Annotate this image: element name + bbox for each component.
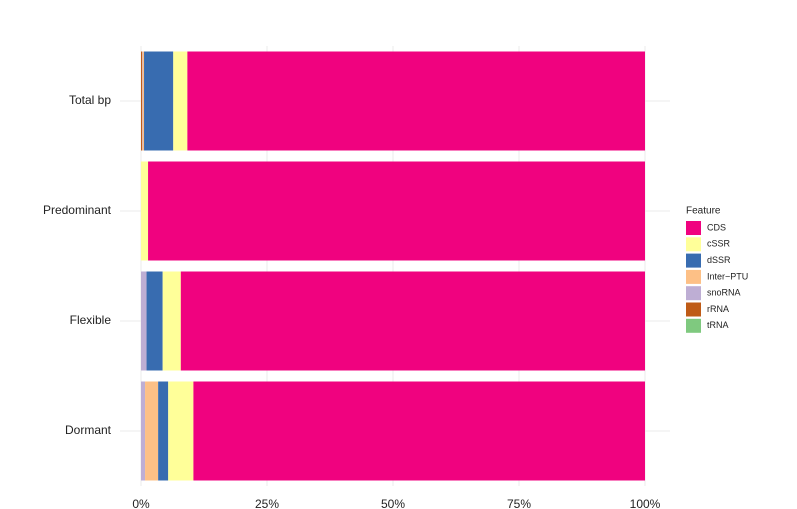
bar-segment bbox=[141, 51, 143, 151]
bar-segment bbox=[187, 51, 646, 151]
legend-label: tRNA bbox=[707, 320, 729, 330]
legend-swatch bbox=[686, 237, 701, 252]
legend-swatch bbox=[686, 269, 701, 284]
legend-swatch bbox=[686, 253, 701, 268]
bar-segment bbox=[180, 271, 646, 371]
legend-swatch bbox=[686, 286, 701, 301]
legend-swatch bbox=[686, 221, 701, 235]
bar-segment bbox=[141, 381, 146, 481]
bar-segment bbox=[173, 51, 188, 151]
bar-segment bbox=[148, 161, 645, 261]
bar-segment bbox=[162, 271, 181, 371]
legend-label: cSSR bbox=[707, 239, 731, 249]
y-tick-label: Flexible bbox=[70, 313, 112, 327]
y-tick-label: Dormant bbox=[65, 423, 112, 437]
x-tick-label: 0% bbox=[132, 497, 150, 509]
legend: CDS cSSR dSSR Inter−PTU snoRNA rRNA tRNA bbox=[686, 221, 748, 333]
legend-swatch bbox=[686, 302, 701, 317]
bar-segment bbox=[168, 381, 194, 481]
bar-segment bbox=[158, 381, 169, 481]
x-tick-label: 25% bbox=[255, 497, 279, 509]
bar-segment bbox=[141, 161, 149, 261]
bar-segment bbox=[142, 51, 143, 151]
y-tick-label: Total bp bbox=[69, 93, 111, 107]
bar-segment bbox=[145, 381, 159, 481]
x-tick-label: 100% bbox=[630, 497, 661, 509]
legend-label: rRNA bbox=[707, 304, 729, 314]
legend-label: CDS bbox=[707, 222, 726, 232]
x-tick-label: 50% bbox=[381, 497, 405, 509]
x-tick-label: 75% bbox=[507, 497, 531, 509]
bar-segment bbox=[142, 51, 145, 151]
legend-label: dSSR bbox=[707, 255, 731, 265]
y-tick-label: Predominant bbox=[43, 203, 112, 217]
bar-segment bbox=[141, 271, 147, 371]
legend-label: snoRNA bbox=[707, 288, 741, 298]
bar-segment bbox=[146, 271, 163, 371]
legend-swatch bbox=[686, 318, 701, 333]
bar-segment bbox=[193, 381, 645, 481]
legend-title: Feature bbox=[686, 206, 721, 217]
bar-segment bbox=[144, 51, 174, 151]
legend-label: Inter−PTU bbox=[707, 271, 748, 281]
